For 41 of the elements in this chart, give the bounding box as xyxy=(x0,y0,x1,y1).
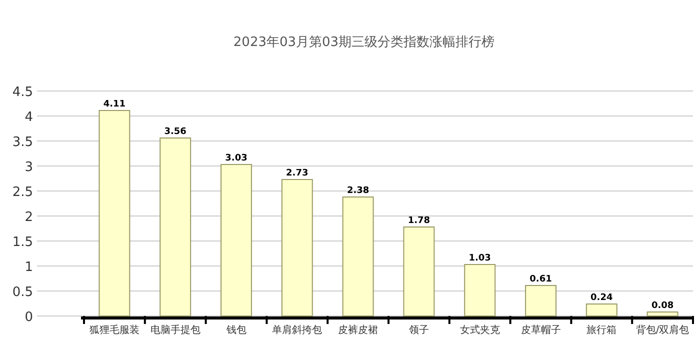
data-label: 0.61 xyxy=(530,274,552,284)
y-tick-label: 2 xyxy=(24,210,33,225)
data-label: 3.56 xyxy=(164,127,186,137)
y-tick-label: 0 xyxy=(24,310,33,325)
y-tick-label: 2.5 xyxy=(12,185,33,200)
data-label: 0.08 xyxy=(651,301,674,311)
bar xyxy=(160,138,192,316)
bar xyxy=(220,164,252,316)
x-tick-label: 狐狸毛服装 xyxy=(89,324,140,336)
bar xyxy=(403,226,435,316)
data-label: 0.24 xyxy=(590,293,613,303)
data-label: 1.03 xyxy=(468,254,491,264)
data-label: 1.78 xyxy=(408,216,430,226)
x-tick-label: 领子 xyxy=(408,324,429,336)
bar xyxy=(281,179,313,316)
x-tick-label: 旅行箱 xyxy=(586,324,617,336)
data-label: 4.11 xyxy=(103,100,126,110)
y-tick-label: 4.5 xyxy=(12,85,33,100)
data-label: 3.03 xyxy=(225,154,248,164)
x-tick-label: 单肩斜挎包 xyxy=(272,324,322,336)
y-tick-label: 0.5 xyxy=(12,285,33,300)
chart-title: 2023年03月第03期三级分类指数涨幅排行榜 xyxy=(233,35,495,50)
bar xyxy=(98,110,130,316)
y-tick-label: 1 xyxy=(24,260,33,275)
y-tick-label: 3.5 xyxy=(12,135,33,150)
bar xyxy=(464,264,496,316)
x-tick-label: 背包/双肩包 xyxy=(636,324,690,336)
y-tick-label: 4 xyxy=(24,110,33,125)
bar xyxy=(525,285,556,316)
x-tick-label: 钱包 xyxy=(225,324,246,336)
x-tick-label: 皮草帽子 xyxy=(520,324,561,336)
x-tick-label: 皮裤皮裙 xyxy=(338,324,378,336)
data-label: 2.38 xyxy=(346,186,370,196)
y-tick-label: 1.5 xyxy=(12,235,33,250)
x-tick-label: 电脑手提包 xyxy=(150,324,200,336)
bar xyxy=(646,312,678,316)
bar xyxy=(586,304,618,316)
x-tick-label: 女式夹克 xyxy=(460,324,500,336)
bar xyxy=(342,196,374,316)
y-tick-label: 3 xyxy=(24,160,33,175)
data-label: 2.73 xyxy=(286,168,308,178)
